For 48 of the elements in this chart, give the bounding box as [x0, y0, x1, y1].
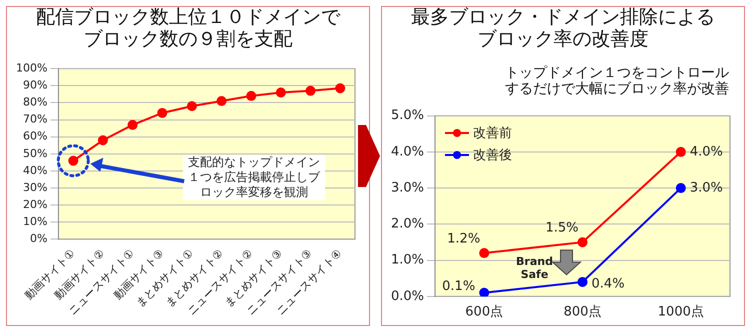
x-tick-label: 1000点 [658, 304, 704, 320]
y-tick-label: 50% [22, 146, 48, 160]
point [676, 183, 686, 194]
point [335, 83, 346, 94]
point [157, 108, 168, 118]
y-tick-label: 2.0% [390, 216, 424, 232]
y-tick-label: 1.0% [390, 252, 424, 268]
y-tick-label: 60% [22, 130, 48, 143]
y-tick-label: 3.0% [390, 180, 424, 196]
y-tick-label: 40% [22, 164, 48, 177]
annotation: Brand Safe [516, 254, 553, 281]
legend-label: 改善後 [473, 146, 512, 164]
annotation: 支配的なトップドメイン１つを広告掲載停止しブロック率変移を観測 [183, 155, 326, 200]
point [216, 96, 227, 106]
data-label: 3.0% [690, 180, 723, 196]
point [246, 90, 256, 101]
y-tick-label: 4.0% [390, 144, 424, 160]
point [98, 135, 108, 146]
y-tick-label: 70% [22, 112, 48, 126]
y-tick-label: 30% [22, 180, 48, 194]
y-tick-label: 0% [30, 232, 48, 246]
point [676, 146, 686, 157]
x-tick-label: 800点 [564, 304, 602, 320]
y-tick-label: 100% [16, 61, 48, 74]
point [128, 120, 138, 130]
data-label: 1.2% [447, 231, 480, 246]
y-tick-label: 10% [22, 215, 48, 228]
x-tick-label: 600点 [465, 304, 504, 320]
data-label: 4.0% [690, 144, 723, 160]
point [306, 86, 316, 96]
point [479, 288, 490, 296]
chart-title: 配信ブロック数上位１０ドメインでブロック数の９割を支配 [35, 6, 342, 51]
y-tick-label: 20% [22, 198, 48, 211]
data-label: 1.5% [545, 220, 579, 236]
y-tick-label: 80% [22, 96, 48, 109]
point [578, 276, 588, 287]
chart-subtitle: トップドメイン１つをコントロールするだけで大幅にブロック率が改善 [504, 65, 730, 98]
y-tick-label: 5.0% [390, 108, 424, 124]
chart-title: 最多ブロック・ドメイン排除によるブロック率の改善度 [410, 6, 716, 51]
y-tick-label: 90% [22, 78, 48, 92]
point [578, 237, 588, 248]
data-label: 0.1% [442, 279, 476, 294]
data-label: 0.4% [592, 276, 625, 292]
point [479, 248, 490, 258]
legend-label: 改善前 [473, 124, 512, 142]
y-tick-label: 0.0% [390, 288, 424, 304]
point [276, 87, 286, 98]
point [186, 101, 197, 112]
